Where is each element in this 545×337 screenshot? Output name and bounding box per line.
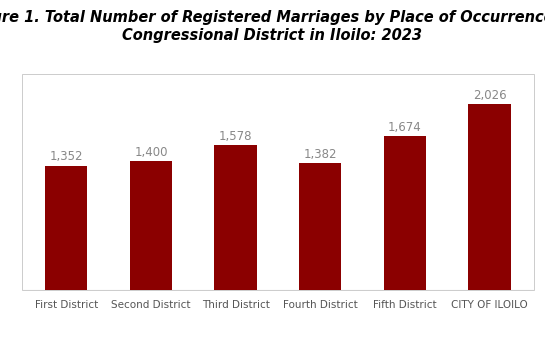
Bar <box>130 161 172 290</box>
Text: 1,578: 1,578 <box>219 130 252 143</box>
Bar <box>469 104 511 290</box>
Bar <box>45 166 87 290</box>
Text: 2,026: 2,026 <box>473 89 506 101</box>
Text: 1,674: 1,674 <box>388 121 422 134</box>
Bar <box>214 145 257 290</box>
Bar <box>299 163 342 290</box>
Text: 1,400: 1,400 <box>134 146 168 159</box>
Bar <box>384 136 426 290</box>
Text: Figure 1. Total Number of Registered Marriages by Place of Occurrence by
Congres: Figure 1. Total Number of Registered Mar… <box>0 10 545 42</box>
Text: 1,352: 1,352 <box>50 150 83 163</box>
Text: 1,382: 1,382 <box>304 148 337 161</box>
